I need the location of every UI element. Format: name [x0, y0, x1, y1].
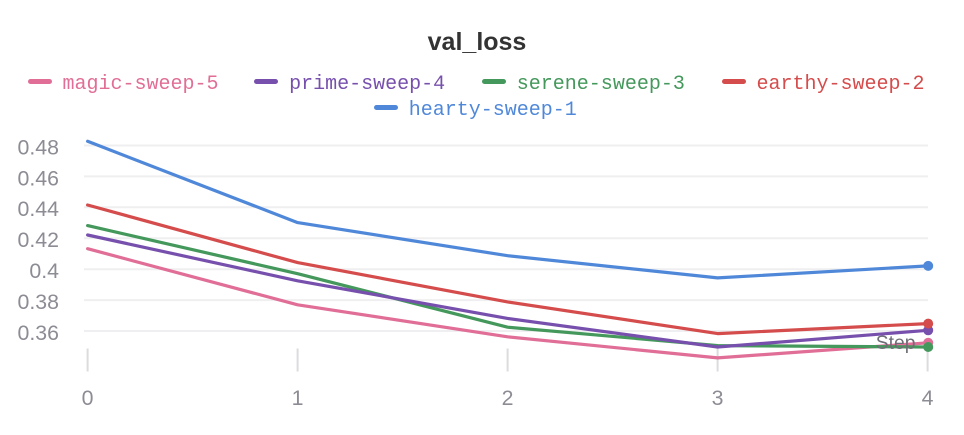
svg-text:4: 4 [922, 386, 934, 410]
svg-text:Step: Step [876, 333, 916, 354]
svg-text:0.48: 0.48 [18, 135, 59, 159]
svg-text:3: 3 [712, 386, 724, 410]
svg-text:0.42: 0.42 [18, 228, 59, 252]
svg-text:0.46: 0.46 [18, 166, 59, 190]
svg-text:0.36: 0.36 [18, 321, 59, 345]
svg-text:0.38: 0.38 [18, 290, 59, 314]
svg-text:1: 1 [292, 386, 304, 410]
svg-text:0.44: 0.44 [18, 197, 60, 221]
svg-text:0: 0 [82, 386, 94, 410]
svg-text:2: 2 [502, 386, 514, 410]
svg-text:0.4: 0.4 [29, 259, 59, 283]
